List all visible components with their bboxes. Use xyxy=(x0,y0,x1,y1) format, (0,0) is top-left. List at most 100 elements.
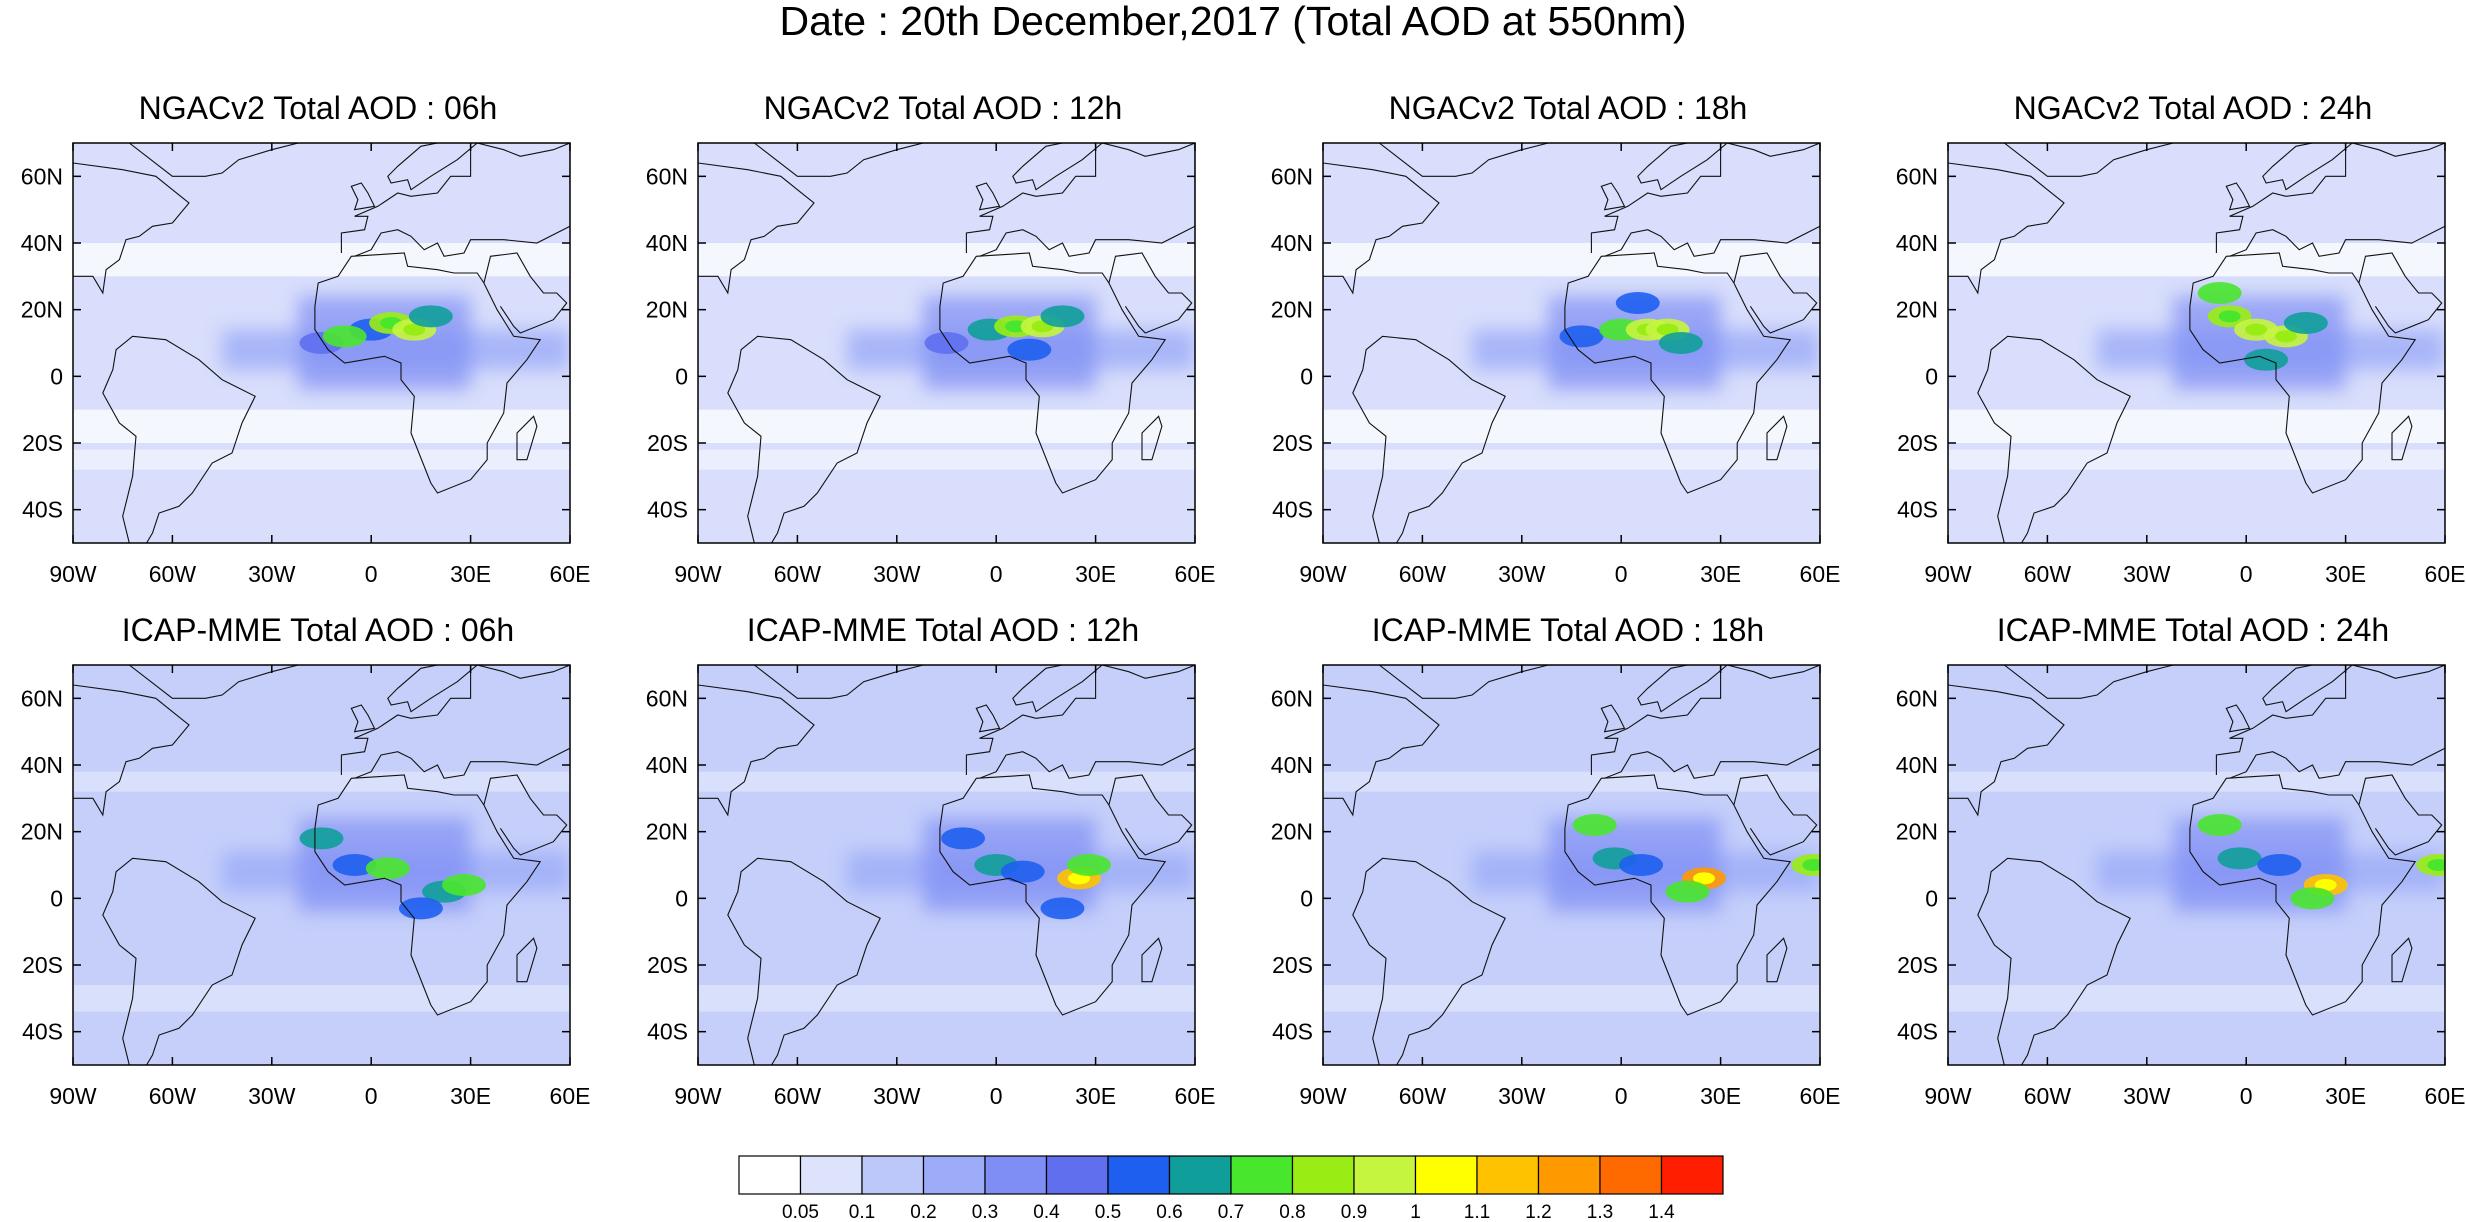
lat-tick-label: 40N xyxy=(21,752,63,778)
lat-tick-label: 20N xyxy=(1271,819,1313,845)
colorbar-tick-label: 0.7 xyxy=(1218,1202,1244,1222)
arabia-outline xyxy=(483,252,568,334)
lon-tick-label: 60E xyxy=(550,561,591,587)
lat-tick-label: 0 xyxy=(675,363,688,389)
lat-tick-label: 0 xyxy=(50,363,63,389)
madagascar-outline xyxy=(1766,937,1788,983)
africa-outline xyxy=(1564,252,1792,494)
lon-tick-label: 30E xyxy=(450,561,491,587)
arabia-outline xyxy=(1108,252,1193,334)
map-frame xyxy=(697,142,1196,544)
north-america-outline xyxy=(73,162,190,295)
lon-tick-label: 30W xyxy=(1498,1083,1546,1109)
low-aod-band xyxy=(698,243,1195,277)
panel-title: NGACv2 Total AOD : 18h xyxy=(1388,90,1748,126)
lon-tick-label: 0 xyxy=(365,561,378,587)
aod-hotspot xyxy=(2197,282,2242,304)
aod-hotspot xyxy=(398,897,443,920)
aod-hotspot xyxy=(1665,880,1710,903)
aod-hotspot-core xyxy=(1693,872,1716,885)
aod-hotspot xyxy=(408,305,453,328)
south-america-outline xyxy=(727,857,881,1065)
madagascar-outline xyxy=(2391,415,2413,461)
colorbar-svg: 0.05 0.1 0.2 0.3 0.4 0.5 0.6 0.7 0.8 0.9 1 1.1 1.2 1.… xyxy=(738,1155,1724,1222)
lon-tick-label: 0 xyxy=(990,561,1003,587)
colorbar-swatch xyxy=(1660,1155,1724,1195)
aod-hotspot xyxy=(924,332,969,354)
lon-tick-label: 0 xyxy=(1615,1083,1628,1109)
panel-title: ICAP-MME Total AOD : 12h xyxy=(746,612,1140,648)
north-america-outline xyxy=(1948,162,2065,295)
aod-hotspot-core xyxy=(1802,859,1820,871)
madagascar-outline xyxy=(2391,937,2413,983)
colorbar-tick-label: 0.9 xyxy=(1341,1202,1367,1222)
low-aod-band xyxy=(1948,243,2445,277)
lon-tick-label: 30W xyxy=(873,561,921,587)
lat-tick-label: 40S xyxy=(22,497,63,523)
map-field xyxy=(1323,143,1820,543)
lat-tick-label: 40N xyxy=(1271,230,1313,256)
lon-tick-label: 30W xyxy=(248,1083,296,1109)
aod-hotspot xyxy=(1007,338,1052,361)
africa-outline xyxy=(314,774,542,1016)
low-aod-band xyxy=(1948,409,2445,443)
map-svg: 90W 60W 30W 0 30E 60E 60N 40N 20N 0 20S 40S xyxy=(1271,142,1840,587)
south-america-outline xyxy=(102,857,256,1065)
europe-outline xyxy=(340,143,570,257)
lat-tick-label: 40S xyxy=(647,1019,688,1045)
lon-tick-label: 90W xyxy=(1299,561,1347,587)
colorbar-swatch xyxy=(1291,1155,1355,1195)
lat-tick-label: 40N xyxy=(1896,752,1938,778)
lon-tick-label: 30W xyxy=(248,561,296,587)
lat-tick-label: 40S xyxy=(1272,497,1313,523)
lat-tick-label: 20S xyxy=(1897,430,1938,456)
lon-tick-label: 30E xyxy=(2325,561,2366,587)
low-aod-band xyxy=(698,771,1195,792)
arabia-outline xyxy=(1733,252,1818,334)
aod-hotspot xyxy=(1615,292,1660,314)
madagascar-outline xyxy=(1766,415,1788,461)
lat-tick-label: 60N xyxy=(646,163,688,189)
lon-tick-label: 0 xyxy=(990,1083,1003,1109)
madagascar-outline xyxy=(1141,415,1163,461)
aod-hotspot xyxy=(2290,887,2335,910)
low-aod-band xyxy=(73,985,570,1012)
aod-hotspot xyxy=(2283,312,2328,334)
europe-outline xyxy=(1590,665,1820,779)
colorbar-swatch xyxy=(1537,1155,1601,1195)
lat-tick-label: 40N xyxy=(646,230,688,256)
lat-tick-label: 0 xyxy=(1925,363,1938,389)
lon-tick-label: 60W xyxy=(774,1083,822,1109)
lon-tick-label: 60W xyxy=(149,561,197,587)
africa-outline xyxy=(2189,774,2417,1016)
lon-tick-label: 30W xyxy=(1498,561,1546,587)
north-america-outline xyxy=(1323,684,1440,817)
map-svg: 90W 60W 30W 0 30E 60E 60N 40N 20N 0 20S 40S xyxy=(1271,664,1840,1109)
aod-hotspot xyxy=(332,854,377,876)
low-aod-band xyxy=(1323,771,1820,792)
lon-tick-label: 60W xyxy=(149,1083,197,1109)
colorbar-tick-label: 0.2 xyxy=(910,1202,936,1222)
aod-hotspot xyxy=(1040,897,1085,920)
madagascar-outline xyxy=(1141,937,1163,983)
colorbar-swatch xyxy=(922,1155,986,1195)
map-svg: 90W 60W 30W 0 30E 60E 60N 40N 20N 0 20S 40S xyxy=(646,664,1215,1109)
britain-outline xyxy=(350,704,376,733)
low-aod-band xyxy=(73,243,570,277)
lat-tick-label: 20S xyxy=(1897,952,1938,978)
map-field xyxy=(698,143,1195,543)
lon-tick-label: 30E xyxy=(1075,561,1116,587)
colorbar-tick-label: 1 xyxy=(1410,1202,1421,1222)
map-frame xyxy=(1947,664,2446,1066)
colorbar-tick-label: 0.3 xyxy=(972,1202,998,1222)
lat-tick-label: 20S xyxy=(647,430,688,456)
europe-outline xyxy=(340,665,570,779)
britain-outline xyxy=(350,182,376,211)
low-aod-band xyxy=(1948,449,2445,470)
lat-tick-label: 20S xyxy=(22,952,63,978)
lat-tick-label: 0 xyxy=(675,885,688,911)
aod-hotspot xyxy=(941,827,986,850)
plume-core xyxy=(2173,296,2346,390)
lat-tick-label: 20S xyxy=(647,952,688,978)
lat-tick-label: 20N xyxy=(21,297,63,323)
